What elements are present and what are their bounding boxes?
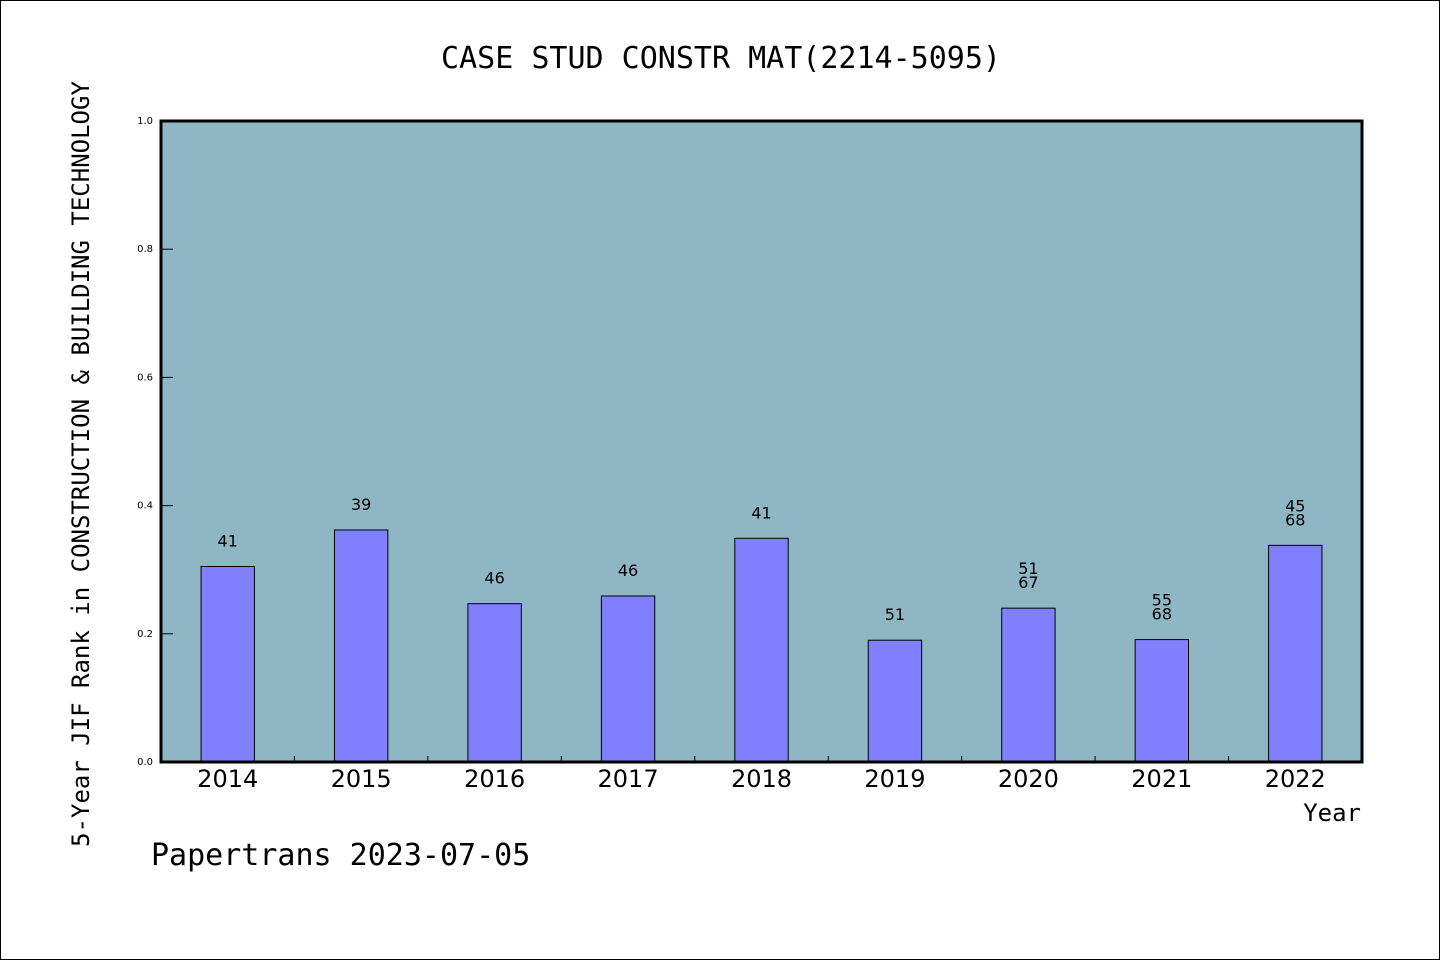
y-tick-label-1.0: 1.0 — [137, 116, 153, 127]
bar-2017 — [600, 595, 656, 763]
x-tick-label-2019: 2019 — [864, 765, 925, 793]
x-tick-label-2017: 2017 — [598, 765, 659, 793]
bar-2022 — [1268, 544, 1323, 763]
data-label-2018-1: 41 — [751, 503, 771, 522]
data-label-2020-1: 51 — [1018, 559, 1038, 578]
x-tick-label-2014: 2014 — [197, 765, 258, 793]
x-tick-label-2018: 2018 — [731, 765, 792, 793]
y-tick-label-0.0: 0.0 — [137, 757, 153, 768]
data-label-2021-2: 68 — [1152, 605, 1172, 624]
y-tick-label-0.2: 0.2 — [137, 629, 153, 640]
y-tick-label-0.8: 0.8 — [137, 244, 153, 255]
data-label-2020-2: 67 — [1018, 573, 1038, 592]
x-tick-label-2016: 2016 — [464, 765, 525, 793]
x-tick-label-2021: 2021 — [1131, 765, 1192, 793]
data-label-2022-1: 45 — [1285, 496, 1305, 515]
bar-2020 — [1001, 607, 1056, 763]
x-tick-label-2020: 2020 — [998, 765, 1059, 793]
data-label-2014-1: 41 — [218, 531, 238, 550]
plot-border — [159, 119, 1364, 764]
bars — [200, 529, 1323, 763]
data-label-2016-1: 46 — [484, 569, 504, 588]
y-tick-label-0.4: 0.4 — [137, 501, 153, 512]
x-axis-label: Year — [1303, 799, 1361, 827]
bar-2016 — [467, 603, 522, 763]
x-tick-label-2022: 2022 — [1265, 765, 1326, 793]
data-label-2015-1: 39 — [351, 495, 371, 514]
data-label-2017-1: 46 — [618, 561, 638, 580]
x-axis-ticks: 2014 2015 2016 2017 2018 2019 2020 2021 2022 — [197, 756, 1326, 793]
data-label-2021-1: 55 — [1152, 591, 1172, 610]
bar-2018 — [734, 537, 789, 763]
y-axis-ticks: 0.0 0.2 0.4 0.6 0.8 1.0 — [137, 116, 173, 768]
x-tick-label-2015: 2015 — [331, 765, 392, 793]
y-axis-label: 5-Year JIF Rank in CONSTRUCTION & BUILDI… — [67, 81, 95, 847]
data-label-2022-2: 68 — [1285, 510, 1305, 529]
bar-2014 — [200, 565, 255, 763]
bar-2015 — [333, 529, 389, 763]
bar-2019 — [867, 639, 923, 763]
data-label-2019-1: 51 — [885, 605, 905, 624]
chart-title: CASE STUD CONSTR MAT(2214-5095) — [441, 41, 1001, 76]
bar-2021 — [1134, 639, 1190, 763]
y-tick-label-0.6: 0.6 — [137, 372, 153, 383]
footer-source-date: Papertrans 2023-07-05 — [151, 838, 530, 873]
